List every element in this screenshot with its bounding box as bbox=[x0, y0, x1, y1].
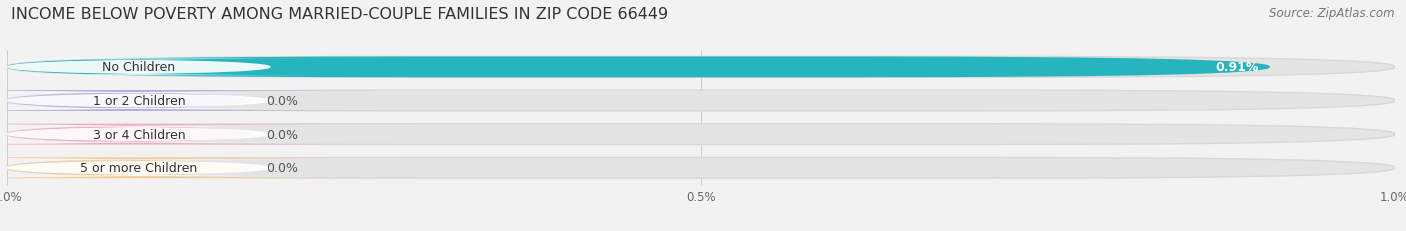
FancyBboxPatch shape bbox=[0, 160, 337, 176]
Text: 3 or 4 Children: 3 or 4 Children bbox=[93, 128, 186, 141]
Text: No Children: No Children bbox=[103, 61, 176, 74]
FancyBboxPatch shape bbox=[0, 126, 337, 143]
FancyBboxPatch shape bbox=[0, 124, 420, 145]
Text: 0.0%: 0.0% bbox=[266, 128, 298, 141]
FancyBboxPatch shape bbox=[7, 91, 1395, 111]
Text: 1 or 2 Children: 1 or 2 Children bbox=[93, 94, 186, 108]
FancyBboxPatch shape bbox=[7, 57, 1270, 78]
Text: 0.0%: 0.0% bbox=[266, 94, 298, 108]
FancyBboxPatch shape bbox=[0, 59, 337, 76]
FancyBboxPatch shape bbox=[0, 158, 420, 178]
Text: 5 or more Children: 5 or more Children bbox=[80, 161, 197, 175]
FancyBboxPatch shape bbox=[7, 124, 1395, 145]
Text: INCOME BELOW POVERTY AMONG MARRIED-COUPLE FAMILIES IN ZIP CODE 66449: INCOME BELOW POVERTY AMONG MARRIED-COUPL… bbox=[11, 7, 668, 22]
FancyBboxPatch shape bbox=[0, 93, 337, 109]
Text: 0.91%: 0.91% bbox=[1215, 61, 1258, 74]
FancyBboxPatch shape bbox=[7, 158, 1395, 178]
Text: Source: ZipAtlas.com: Source: ZipAtlas.com bbox=[1270, 7, 1395, 20]
FancyBboxPatch shape bbox=[0, 91, 420, 111]
Text: 0.0%: 0.0% bbox=[266, 161, 298, 175]
FancyBboxPatch shape bbox=[7, 57, 1395, 78]
